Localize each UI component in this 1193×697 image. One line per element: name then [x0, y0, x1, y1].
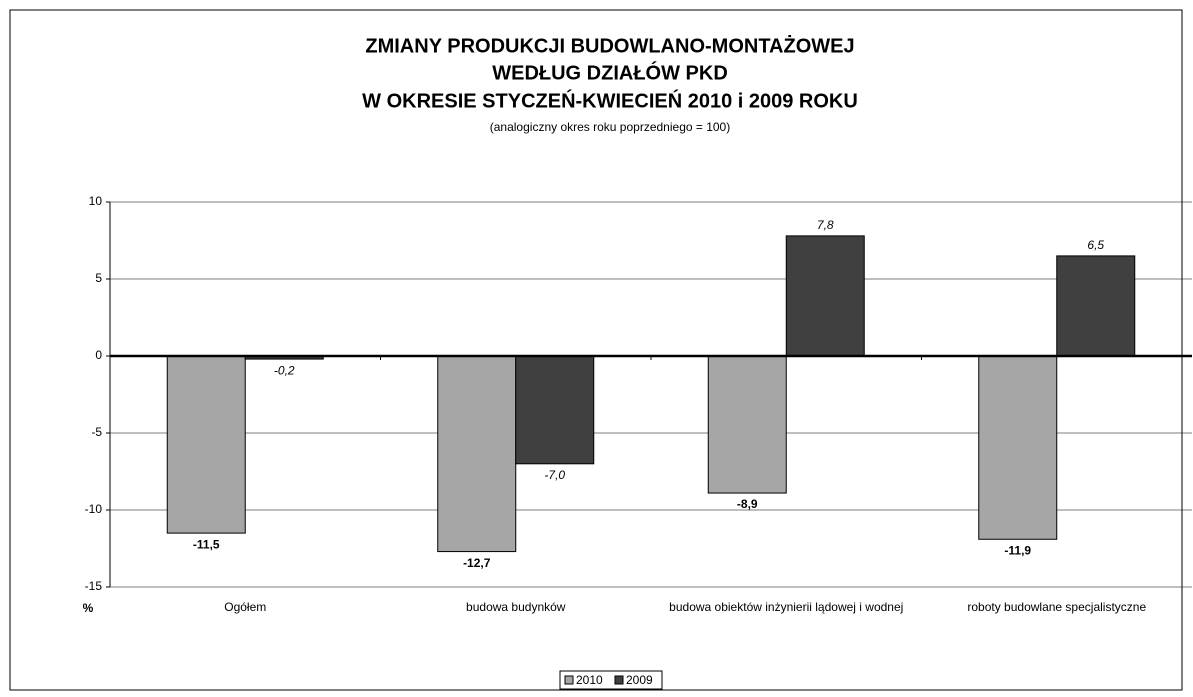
legend-label: 2009 — [626, 673, 653, 687]
data-label: 7,8 — [817, 218, 834, 232]
y-tick-label: 5 — [95, 271, 102, 285]
y-tick-label: -15 — [85, 579, 103, 593]
y-tick-label: 0 — [95, 348, 102, 362]
legend-frame — [559, 670, 663, 690]
chart-title: W OKRESIE STYCZEŃ-KWIECIEŃ 2010 i 2009 R… — [362, 89, 858, 112]
data-label: -11,9 — [1004, 543, 1031, 557]
x-tick-label: roboty budowlane specjalistyczne — [967, 600, 1147, 614]
bar — [707, 355, 787, 494]
x-tick-label-box: roboty budowlane specjalistyczne — [967, 600, 1147, 614]
y-axis-label: % — [83, 601, 94, 615]
legend-swatch — [564, 675, 574, 685]
bar — [785, 235, 865, 357]
data-label: -7,0 — [544, 468, 565, 482]
bar — [437, 355, 517, 553]
y-tick-label: 10 — [89, 194, 103, 208]
data-label: -11,5 — [193, 537, 220, 551]
x-tick-label: budowa obiektów inżynierii lądowej i wod… — [669, 600, 904, 614]
y-tick-label: -5 — [91, 425, 102, 439]
x-tick-label-box: budowa obiektów inżynierii lądowej i wod… — [669, 600, 904, 614]
data-label: -0,2 — [274, 363, 295, 377]
chart-title: WEDŁUG DZIAŁÓW PKD — [492, 60, 728, 84]
bar — [515, 355, 595, 465]
legend-swatch — [614, 675, 624, 685]
chart-frame — [9, 9, 1183, 691]
data-label: -12,7 — [463, 556, 491, 570]
x-tick-label-box: Ogółem — [224, 600, 267, 614]
chart-subtitle: (analogiczny okres roku poprzedniego = 1… — [490, 120, 730, 134]
bar — [978, 355, 1058, 540]
chart-title: ZMIANY PRODUKCJI BUDOWLANO-MONTAŻOWEJ — [365, 34, 854, 57]
x-tick-label: budowa budynków — [466, 600, 566, 614]
bar — [1056, 255, 1136, 357]
bar — [166, 355, 246, 534]
x-tick-label: Ogółem — [224, 600, 267, 614]
data-label: -8,9 — [737, 497, 758, 511]
x-tick-label-box: budowa budynków — [466, 600, 566, 614]
legend-label: 2010 — [576, 673, 603, 687]
data-label: 6,5 — [1087, 238, 1104, 252]
y-tick-label: -10 — [85, 502, 103, 516]
